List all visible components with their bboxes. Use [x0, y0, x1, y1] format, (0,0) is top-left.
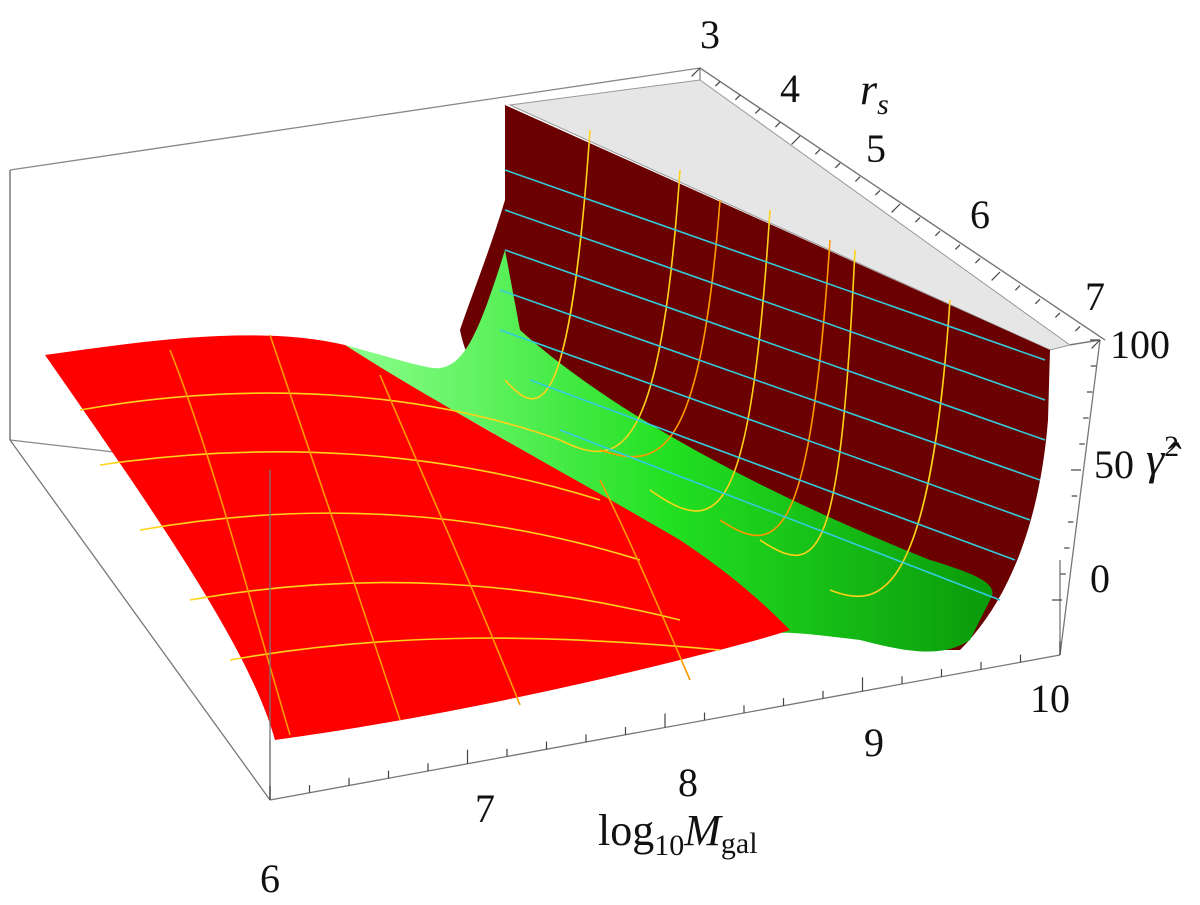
z-axis-title: γ̂2: [1146, 430, 1182, 484]
minor-tick: [1014, 285, 1021, 291]
low-region-surface: [45, 335, 790, 740]
x-tick-label: 6: [260, 856, 280, 901]
minor-tick: [914, 217, 921, 223]
major-tick: [1091, 339, 1101, 349]
minor-tick: [834, 162, 841, 169]
mesh-lines: [79, 129, 1046, 736]
y-tick-label: 7: [1085, 274, 1105, 319]
minor-tick: [714, 81, 721, 87]
major-tick: [891, 203, 901, 213]
x-tick-label: 10: [1030, 676, 1070, 721]
bounding-box-front: [9, 67, 1106, 801]
z-tick-label: 100: [1110, 322, 1170, 367]
valley-region-surface: [345, 250, 993, 652]
minor-tick: [734, 94, 741, 101]
minor-tick: [1054, 312, 1061, 318]
z-axis-ticks: [1052, 339, 1100, 601]
minor-tick: [774, 121, 781, 128]
x-axis-ticks: [269, 641, 1061, 800]
y-axis-ticks: [691, 67, 1101, 349]
major-tick: [991, 271, 1001, 281]
y-tick-label: 5: [866, 126, 886, 171]
minor-tick: [1034, 298, 1041, 305]
x-tick-label: 8: [678, 760, 698, 805]
minor-tick: [1074, 325, 1081, 332]
y-axis-title: rs: [860, 65, 889, 121]
x-axis-title: log10Mgal: [598, 806, 758, 862]
minor-tick: [934, 230, 941, 237]
y-tick-label: 6: [970, 192, 990, 237]
z-tick-label: 0: [1090, 556, 1110, 601]
y-tick-label: 4: [780, 66, 800, 111]
z-tick-label: 50: [1094, 442, 1134, 487]
minor-tick: [854, 176, 861, 182]
minor-tick: [874, 189, 881, 196]
major-tick: [691, 67, 701, 77]
minor-tick: [974, 257, 981, 264]
x-tick-label: 7: [475, 786, 495, 831]
x-tick-label: 9: [864, 720, 884, 765]
y-tick-label: 3: [700, 12, 720, 57]
minor-tick: [754, 108, 761, 114]
minor-tick: [954, 244, 961, 250]
minor-tick: [814, 149, 821, 155]
major-tick: [791, 135, 801, 145]
